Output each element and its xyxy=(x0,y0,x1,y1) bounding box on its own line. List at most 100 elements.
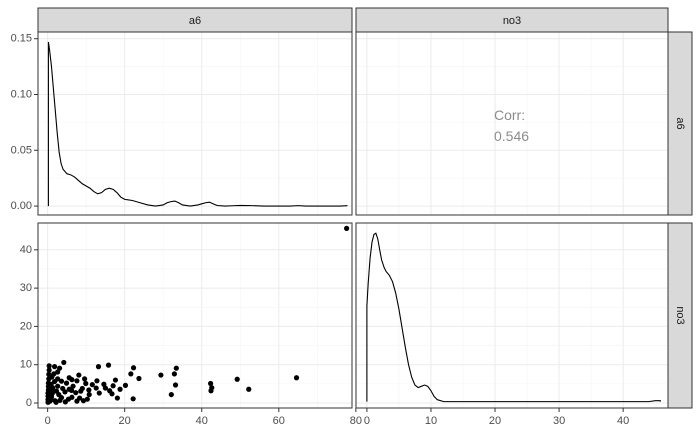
scatter-point xyxy=(158,372,164,378)
strip-row-no3-background xyxy=(667,222,693,409)
no3-density-x-tick-label: 10 xyxy=(425,415,437,427)
scatter-y-tick-label: 20 xyxy=(20,320,32,332)
scatter-point xyxy=(96,390,102,396)
a6-density-y-tick-label: 0.00 xyxy=(11,200,32,212)
scatter-point xyxy=(89,382,95,388)
strip-col-a6: a6 xyxy=(37,7,353,33)
scatter-point xyxy=(246,386,252,392)
panel-no3-density-gridlines xyxy=(356,223,668,408)
scatter-point xyxy=(128,371,134,377)
scatter-point xyxy=(102,385,109,391)
scatter-point xyxy=(53,399,59,405)
panel-scatter-marks xyxy=(45,225,350,405)
a6-density-y-tick-label: 0.10 xyxy=(11,88,32,100)
scatter-x-tick-label: 80 xyxy=(350,415,362,427)
strip-col-no3: no3 xyxy=(355,7,669,33)
scatter-x-tick-label: 0 xyxy=(45,415,51,427)
scatter-point xyxy=(112,377,119,383)
scatter-point xyxy=(78,388,84,394)
scatter-point xyxy=(130,365,137,371)
strip-col-no3-label: no3 xyxy=(503,15,521,27)
scatter-point xyxy=(46,363,52,369)
scatter-point xyxy=(48,394,55,400)
scatter-point xyxy=(93,385,99,391)
scatter-point xyxy=(74,378,80,384)
scatter-point xyxy=(110,383,116,389)
panel-corr: Corr: 0.546 xyxy=(355,31,669,216)
scatter-point xyxy=(105,362,112,368)
panel-corr-gridlines xyxy=(356,32,668,215)
scatter-point xyxy=(55,369,61,375)
scatter-point xyxy=(49,374,55,380)
panel-scatter xyxy=(37,222,357,409)
scatter-point xyxy=(293,375,300,381)
scatter-point xyxy=(60,385,66,392)
scatter-point xyxy=(50,387,57,393)
a6-density-curve xyxy=(47,41,348,207)
no3-density-x-tick-label: 40 xyxy=(617,415,629,427)
strip-col-a6-label: a6 xyxy=(189,15,201,27)
panel-no3-density-marks xyxy=(366,232,661,403)
scatter-point xyxy=(117,386,123,392)
scatter-point xyxy=(63,380,70,386)
scatter-point xyxy=(70,383,76,389)
scatter-x-tick-label: 60 xyxy=(273,415,285,427)
scatter-point xyxy=(83,380,89,387)
corr-label: Corr: xyxy=(494,107,525,123)
no3-density-x-tick-label: 0 xyxy=(364,415,370,427)
strip-row-a6-background xyxy=(667,31,693,216)
panel-scatter-background xyxy=(38,223,352,408)
panel-a6-density-background xyxy=(38,32,352,215)
scatter-point xyxy=(172,382,179,388)
scatter-y-tick-label: 10 xyxy=(20,359,32,371)
scatter-point xyxy=(66,375,72,381)
scatter-point xyxy=(61,359,67,366)
scatter-point xyxy=(58,378,65,384)
scatter-point xyxy=(171,371,177,377)
scatter-point xyxy=(66,386,72,392)
no3-density-x-tick-label: 20 xyxy=(489,415,501,427)
scatter-point xyxy=(48,381,54,387)
scatter-point xyxy=(114,395,120,401)
scatter-point xyxy=(208,380,214,387)
corr-value: 0.546 xyxy=(494,128,529,144)
scatter-point xyxy=(82,376,88,382)
scatter-point xyxy=(86,387,92,393)
strip-row-no3: no3 xyxy=(667,222,693,409)
strip-row-a6: a6 xyxy=(667,31,693,216)
strip-row-a6-label: a6 xyxy=(674,117,686,129)
scatter-point xyxy=(47,398,53,404)
panel-a6-density-marks xyxy=(47,41,348,207)
scatter-point xyxy=(55,383,61,389)
scatter-point xyxy=(234,376,240,382)
scatter-point xyxy=(130,396,136,402)
panel-no3-density-background xyxy=(356,223,668,408)
scatter-point xyxy=(86,391,92,398)
scatter-y-tick-label: 30 xyxy=(20,282,32,294)
scatter-point xyxy=(95,364,102,370)
scatter-point xyxy=(122,382,129,388)
scatter-point xyxy=(62,399,68,405)
a6-density-y-tick-label: 0.15 xyxy=(11,33,32,45)
panel-corr-background xyxy=(356,32,668,215)
scatter-point xyxy=(109,391,115,397)
scatter-point xyxy=(73,390,79,396)
scatter-point xyxy=(84,396,90,402)
scatter-point xyxy=(208,388,214,394)
scatter-point xyxy=(51,364,58,370)
panel-a6-density xyxy=(37,31,357,216)
scatter-point xyxy=(57,397,63,403)
panel-no3-density xyxy=(355,222,669,409)
scatter-point xyxy=(173,365,179,371)
scatter-x-tick-label: 40 xyxy=(196,415,208,427)
scatter-y-tick-label: 40 xyxy=(20,244,32,256)
scatter-point xyxy=(94,378,100,384)
scatter-point xyxy=(74,398,80,404)
scatter-point xyxy=(76,372,82,378)
scatter-y-tick-label: 0 xyxy=(26,397,32,409)
scatter-point xyxy=(46,367,52,373)
a6-density-y-tick-label: 0.05 xyxy=(11,144,32,156)
no3-density-curve xyxy=(366,232,661,403)
